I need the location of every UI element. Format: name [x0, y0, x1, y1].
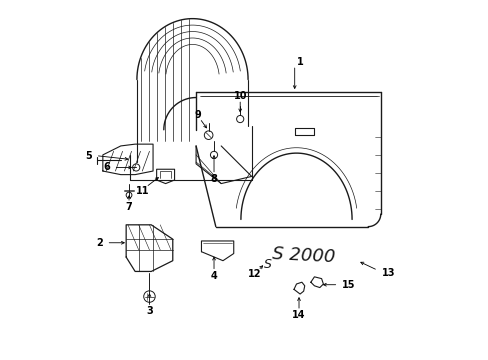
Text: 12: 12 — [247, 269, 261, 279]
Text: S 2000: S 2000 — [271, 245, 335, 266]
Text: S: S — [264, 258, 271, 271]
Text: 14: 14 — [292, 310, 305, 320]
Text: 8: 8 — [210, 174, 217, 184]
Text: 7: 7 — [125, 202, 132, 212]
Text: 3: 3 — [146, 306, 153, 316]
Text: 10: 10 — [233, 91, 246, 101]
Text: 1: 1 — [296, 57, 303, 67]
Text: 11: 11 — [135, 186, 149, 197]
Text: 15: 15 — [341, 280, 355, 290]
Text: 2: 2 — [96, 238, 102, 248]
Text: 5: 5 — [85, 150, 92, 161]
Text: 13: 13 — [381, 268, 394, 278]
Text: 9: 9 — [194, 110, 201, 120]
Text: 6: 6 — [103, 162, 110, 172]
Text: 4: 4 — [210, 271, 217, 281]
